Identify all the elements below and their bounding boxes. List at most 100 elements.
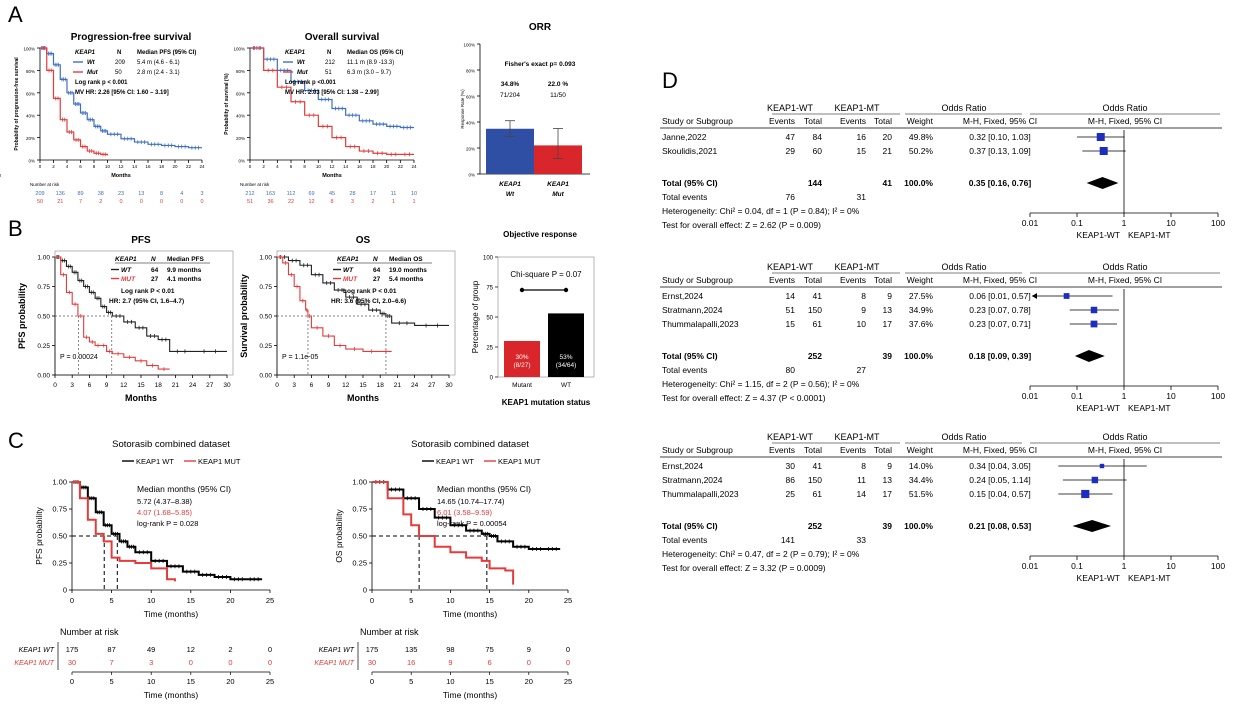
y-tick-label: 80% xyxy=(26,69,35,74)
x-tick-label: 0 xyxy=(70,596,74,605)
events-mt: 8 xyxy=(861,461,866,471)
x-tick-label: 25 xyxy=(266,596,274,605)
risk-wt-value: 136 xyxy=(56,191,65,197)
study-ci-arrow xyxy=(1032,293,1037,299)
risk-mut-value: 3 xyxy=(149,658,153,667)
events-mt: 10 xyxy=(857,319,867,329)
weight: 14.0% xyxy=(909,461,934,471)
x-tick-label: 27 xyxy=(206,382,214,389)
stat-logrank: log-rank P = 0.028 xyxy=(137,519,198,528)
stat-fisher: Fisher's exact p= 0.093 xyxy=(505,61,576,68)
bar-pct-wt: 34.8% xyxy=(501,81,520,88)
y-tick-label: 0 xyxy=(490,376,494,382)
km-curve-mut xyxy=(277,256,392,352)
y-tick-label: 75 xyxy=(486,286,493,292)
total-events-mt: 33 xyxy=(857,535,867,545)
pooled-diamond xyxy=(1086,177,1119,189)
risk-wt-value: 75 xyxy=(485,645,493,654)
y-tick-label: 40% xyxy=(466,121,475,126)
x-tick-label: 2 xyxy=(262,164,265,169)
x-tick-label: 15 xyxy=(137,382,145,389)
legend-header-n: N xyxy=(117,50,121,56)
risk-wt-value: 135 xyxy=(405,645,418,654)
risk-mut-value: 0 xyxy=(180,199,183,205)
overall-effect-test: Test for overall effect: Z = 2.62 (P = 0… xyxy=(662,220,821,230)
study-point-square xyxy=(1090,306,1098,314)
legend-header-gene: KEAP1 xyxy=(337,256,359,263)
x-tick-label: 18 xyxy=(159,164,165,169)
header-odds-ratio: Odds Ratio xyxy=(941,432,986,442)
legend-header-gene: KEAP1 xyxy=(75,50,96,56)
y-tick-label: 100% xyxy=(233,47,245,52)
risk-x-tick-label: 15 xyxy=(187,677,195,686)
panel-letter-d: D xyxy=(662,68,678,93)
risk-x-axis-label: Time (months) xyxy=(144,690,199,700)
risk-label-wt: KEAP1 WT xyxy=(19,647,55,654)
events-wt: 86 xyxy=(786,475,796,485)
x-tick-label: 18 xyxy=(370,164,376,169)
legend-median-wt: 11.1 m (8.9 -13.3) xyxy=(347,60,394,66)
header-odds-ratio: Odds Ratio xyxy=(941,103,986,113)
header-group-mt: KEAP1-MT xyxy=(834,432,880,442)
x-tick-label: 21 xyxy=(394,382,402,389)
risk-x-tick-label: 5 xyxy=(409,677,413,686)
x-tick-label: 6 xyxy=(290,164,293,169)
risk-mut-value: 6 xyxy=(488,658,492,667)
y-tick-label: 0.50 xyxy=(259,314,272,321)
x-axis-label: Months xyxy=(125,393,157,403)
odds-ratio-ci: 0.06 [0.01, 0.57] xyxy=(969,291,1030,301)
weight: 49.8% xyxy=(909,132,934,142)
y-tick-label: 1.00 xyxy=(259,255,272,262)
y-tick-label: 0% xyxy=(238,159,245,164)
odds-ratio-ci: 0.23 [0.07, 0.71] xyxy=(969,319,1030,329)
bar-cat-wt: WT xyxy=(561,382,571,389)
header-odds-ratio: Odds Ratio xyxy=(941,262,986,272)
y-tick-label: 0% xyxy=(468,173,475,178)
risk-mut-value: 0 xyxy=(527,658,531,667)
x-tick-label: 15 xyxy=(485,596,493,605)
forest-x-tick-label: 10 xyxy=(1166,561,1176,571)
events-mt: 15 xyxy=(857,146,867,156)
risk-table-title: Number at risk xyxy=(240,182,270,187)
x-tick-label: 18 xyxy=(377,382,385,389)
header-odds-ratio-plot: Odds Ratio xyxy=(1102,103,1147,113)
bar-pct-mut: 22.0 % xyxy=(548,81,568,88)
chart-title: Sotorasib combined dataset xyxy=(112,439,230,450)
total-events-label: Total events xyxy=(662,365,707,375)
total-mt: 20 xyxy=(883,132,893,142)
y-tick-label: 25 xyxy=(486,346,493,352)
header-total-wt: Total xyxy=(804,116,822,126)
bar-cat-gene-mut: KEAP1 xyxy=(547,181,569,188)
bar-wt xyxy=(548,313,584,377)
header-odds-ratio-plot: Odds Ratio xyxy=(1102,432,1147,442)
risk-wt-value: 163 xyxy=(266,191,275,197)
km-mut-censor-marks xyxy=(57,255,165,372)
legend-header-median: Median OS (95% CI) xyxy=(347,50,403,56)
total-n-mt: 39 xyxy=(883,521,893,531)
x-tick-label: 21 xyxy=(172,382,180,389)
x-tick-label: 15 xyxy=(359,382,367,389)
legend-header-gene: KEAP1 xyxy=(285,50,306,56)
total-n-wt: 252 xyxy=(808,521,822,531)
y-tick-label: 0 xyxy=(63,586,67,595)
risk-wt-value: 4 xyxy=(180,191,183,197)
risk-wt-value: 87 xyxy=(107,645,115,654)
x-tick-label: 4 xyxy=(66,164,69,169)
chart-title: PFS xyxy=(131,235,151,246)
weight: 34.4% xyxy=(909,475,934,485)
x-tick-label: 0 xyxy=(370,596,374,605)
total-mt: 9 xyxy=(887,291,892,301)
header-total-mt: Total xyxy=(874,275,892,285)
x-tick-label: 16 xyxy=(145,164,151,169)
risk-wt-value: 23 xyxy=(118,191,124,197)
stat-logrank: Log rank p < 0.001 xyxy=(75,80,128,86)
x-tick-label: 12 xyxy=(342,382,350,389)
x-axis-label: Time (months) xyxy=(443,609,498,619)
header-total-wt: Total xyxy=(804,275,822,285)
legend-name-mut: Mut xyxy=(87,70,99,76)
y-tick-label: 20% xyxy=(26,136,35,141)
total-wt: 61 xyxy=(813,489,823,499)
x-tick-label: 8 xyxy=(303,164,306,169)
events-wt: 30 xyxy=(786,461,796,471)
legend-label-mut: KEAP1 MUT xyxy=(498,457,541,466)
